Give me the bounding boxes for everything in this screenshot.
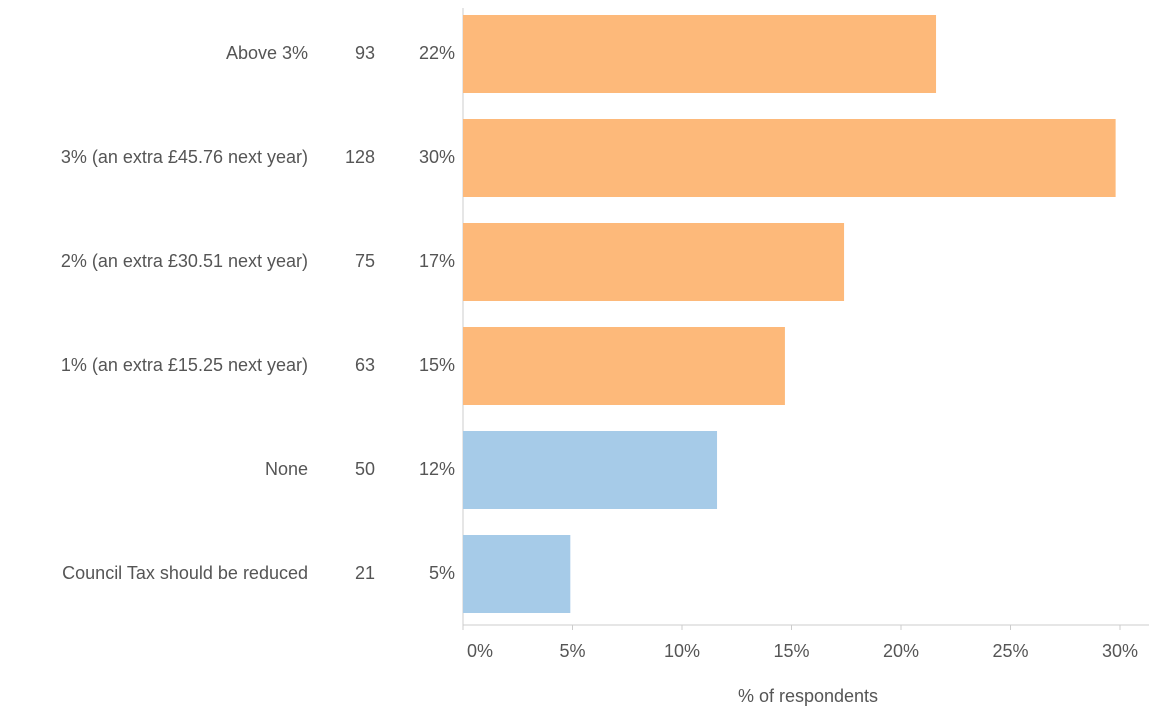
bar	[463, 431, 718, 509]
value-label: 12%	[419, 459, 455, 479]
x-tick-label: 25%	[992, 641, 1028, 661]
x-tick-label: 10%	[664, 641, 700, 661]
category-label: 1% (an extra £15.25 next year)	[61, 355, 308, 375]
value-label: 5%	[429, 563, 455, 583]
count-label: 128	[345, 147, 375, 167]
count-label: 50	[355, 459, 375, 479]
value-label: 30%	[419, 147, 455, 167]
value-label: 15%	[419, 355, 455, 375]
x-tick-label: 20%	[883, 641, 919, 661]
category-label: Above 3%	[226, 43, 308, 63]
x-tick-label: 30%	[1102, 641, 1138, 661]
bar	[463, 15, 937, 93]
category-label: Council Tax should be reduced	[62, 563, 308, 583]
count-label: 21	[355, 563, 375, 583]
bar	[463, 119, 1116, 197]
x-axis-title: % of respondents	[738, 686, 878, 706]
value-label: 17%	[419, 251, 455, 271]
bar	[463, 535, 571, 613]
count-label: 93	[355, 43, 375, 63]
value-label: 22%	[419, 43, 455, 63]
x-tick-label: 0%	[467, 641, 493, 661]
bar	[463, 223, 845, 301]
category-label: None	[265, 459, 308, 479]
category-label: 2% (an extra £30.51 next year)	[61, 251, 308, 271]
count-label: 75	[355, 251, 375, 271]
x-tick-label: 15%	[773, 641, 809, 661]
x-tick-label: 5%	[559, 641, 585, 661]
category-label: 3% (an extra £45.76 next year)	[61, 147, 308, 167]
count-label: 63	[355, 355, 375, 375]
bar	[463, 327, 785, 405]
